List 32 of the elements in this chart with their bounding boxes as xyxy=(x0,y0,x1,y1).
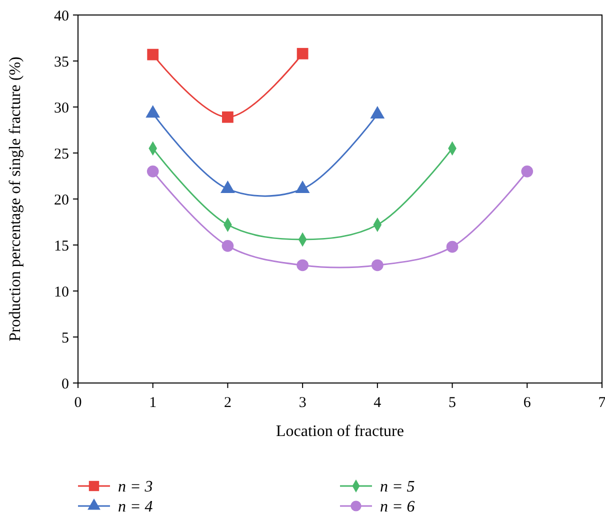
point xyxy=(147,48,159,60)
y-tick-label: 40 xyxy=(54,8,69,24)
point xyxy=(296,48,308,60)
x-tick-label: 0 xyxy=(74,395,82,411)
y-tick-label: 25 xyxy=(54,146,69,162)
legend-label: n = 6 xyxy=(380,498,415,516)
point xyxy=(521,165,534,178)
point xyxy=(446,240,458,253)
point xyxy=(296,259,308,272)
legend-label: n = 3 xyxy=(118,478,153,496)
point xyxy=(222,111,234,123)
x-tick-label: 6 xyxy=(523,395,532,411)
y-tick-label: 10 xyxy=(54,284,69,300)
y-tick-label: 0 xyxy=(62,376,69,392)
x-axis-title: Location of fracture xyxy=(276,423,404,440)
y-tick-label: 15 xyxy=(54,238,69,254)
x-tick-label: 3 xyxy=(298,395,306,411)
y-tick-label: 20 xyxy=(54,192,69,208)
y-axis-title: Production percentage of single fracture (%) xyxy=(7,56,24,342)
x-tick-label: 4 xyxy=(374,395,382,411)
x-tick-label: 7 xyxy=(598,395,605,411)
y-tick-label: 5 xyxy=(62,330,69,346)
legend-label: n = 5 xyxy=(380,478,415,496)
x-tick-label: 1 xyxy=(149,395,157,411)
point xyxy=(222,240,234,252)
point xyxy=(372,259,384,272)
x-tick-label: 2 xyxy=(224,395,232,411)
legend-label: n = 4 xyxy=(118,498,153,516)
y-tick-label: 35 xyxy=(54,54,69,70)
y-tick-label: 30 xyxy=(54,100,69,116)
point xyxy=(146,165,159,178)
x-tick-label: 5 xyxy=(448,395,456,411)
